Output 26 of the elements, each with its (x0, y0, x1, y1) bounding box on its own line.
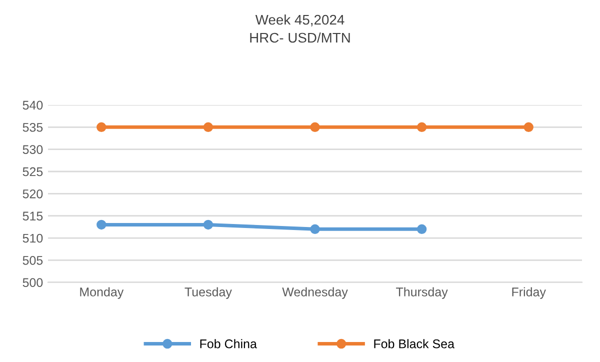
x-tick-label: Monday (80, 287, 124, 299)
x-tick-label: Thursday (396, 287, 448, 299)
y-tick-label: 530 (22, 145, 43, 154)
legend-label: Fob China (200, 339, 257, 348)
y-tick-label: 520 (22, 189, 43, 198)
y-tick-label: 500 (22, 278, 43, 288)
point (96, 220, 106, 230)
point (96, 122, 106, 132)
x-tick-label: Tuesday (184, 287, 232, 299)
point (416, 224, 427, 234)
y-tick-label: 540 (22, 100, 43, 110)
legend-label: Fob Black Sea (374, 339, 454, 348)
y-tick-label: 505 (22, 256, 43, 265)
y-tick-label: 510 (22, 234, 43, 243)
x-tick-label: Friday (512, 287, 546, 299)
point (203, 122, 214, 132)
point (203, 220, 214, 230)
y-tick-label: 525 (22, 167, 43, 176)
x-tick-label: Wednesday (282, 287, 348, 299)
point (310, 122, 320, 132)
chart-title: Week 45,2024 HRC- USD/MTN (250, 14, 350, 43)
point (524, 122, 534, 132)
point (310, 224, 320, 234)
y-tick-label: 535 (22, 122, 43, 132)
point (416, 122, 427, 132)
y-tick-label: 515 (22, 212, 43, 220)
